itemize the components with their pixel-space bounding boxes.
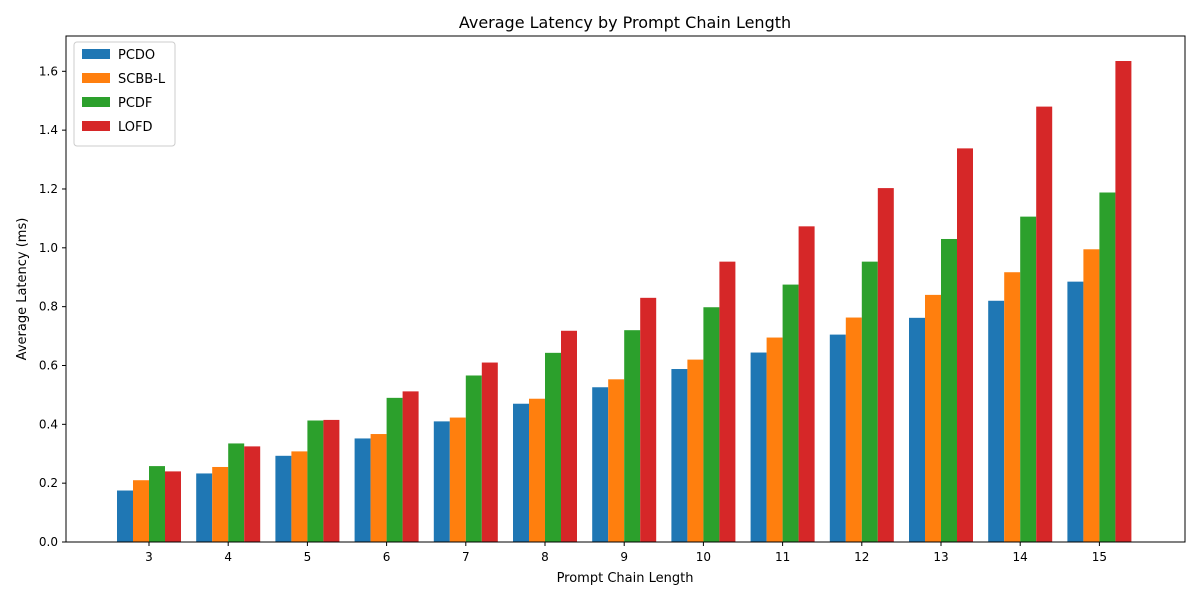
x-tick-label: 12 xyxy=(854,550,869,564)
bar xyxy=(1083,249,1100,542)
bars-layer xyxy=(117,61,1132,543)
bar xyxy=(244,446,261,542)
bar xyxy=(782,284,799,542)
bar xyxy=(1115,61,1132,543)
y-tick-label: 0.4 xyxy=(39,417,58,431)
x-tick-label: 4 xyxy=(224,550,232,564)
bar xyxy=(212,466,229,542)
bar xyxy=(1067,281,1084,542)
bar xyxy=(719,261,736,542)
bar xyxy=(291,451,308,542)
legend-label: PCDO xyxy=(118,48,155,63)
bar xyxy=(750,352,767,542)
bar xyxy=(845,317,862,542)
series-lofd xyxy=(165,61,1132,543)
bar xyxy=(561,330,577,542)
bar xyxy=(941,238,957,542)
x-tick-label: 9 xyxy=(620,550,628,564)
bar xyxy=(1099,192,1116,543)
legend-swatch xyxy=(82,121,110,131)
bar xyxy=(228,443,245,542)
bar xyxy=(165,471,181,542)
bar xyxy=(465,375,482,542)
bar xyxy=(925,294,941,542)
legend-label: LOFD xyxy=(118,120,153,135)
bar xyxy=(354,438,371,542)
bar xyxy=(149,466,165,542)
bar xyxy=(703,307,720,542)
y-axis-label: Average Latency (ms) xyxy=(15,218,30,361)
legend-label: PCDF xyxy=(118,96,152,111)
bar xyxy=(370,434,387,542)
bar xyxy=(608,379,625,542)
bar xyxy=(687,359,704,542)
x-tick-label: 6 xyxy=(383,550,391,564)
bar xyxy=(861,261,878,542)
bar xyxy=(323,419,340,542)
bar xyxy=(592,387,609,542)
y-tick-label: 0.6 xyxy=(39,358,58,372)
x-tick-label: 15 xyxy=(1092,550,1107,564)
bar xyxy=(402,391,419,542)
bar xyxy=(1036,106,1053,543)
x-tick-label: 3 xyxy=(145,550,153,564)
bar xyxy=(449,417,466,542)
x-tick-label: 5 xyxy=(304,550,312,564)
series-scbb-l xyxy=(133,249,1100,542)
x-tick-label: 7 xyxy=(462,550,470,564)
series-pcdo xyxy=(117,281,1084,542)
bar xyxy=(798,226,815,542)
bar xyxy=(307,420,324,542)
bar xyxy=(133,480,149,542)
bar xyxy=(766,337,783,542)
legend-swatch xyxy=(82,73,110,83)
bar xyxy=(513,403,529,542)
bar xyxy=(529,398,545,542)
legend-label: SCBB-L xyxy=(118,72,166,87)
x-tick-label: 10 xyxy=(696,550,711,564)
bar xyxy=(1004,272,1021,542)
plot-frame xyxy=(65,35,1186,543)
y-tick-label: 0.2 xyxy=(39,476,58,490)
bar xyxy=(545,352,561,542)
bar xyxy=(1020,216,1037,542)
y-tick-label: 1.2 xyxy=(39,182,58,196)
x-axis-label: Prompt Chain Length xyxy=(557,571,694,586)
bar xyxy=(988,300,1005,542)
bar xyxy=(481,362,498,542)
bar xyxy=(386,397,403,542)
bar xyxy=(275,455,292,542)
bar xyxy=(957,148,973,542)
y-tick-label: 1.6 xyxy=(39,64,58,78)
series-pcdf xyxy=(149,192,1116,543)
legend: PCDO SCBB-L PCDF LOFD xyxy=(73,41,176,147)
y-tick-label: 0.8 xyxy=(39,300,58,314)
bar xyxy=(877,188,894,543)
bar xyxy=(433,421,450,542)
axes-layer: 3 4 5 6 7 8 9 10 11 12 13 14 15 0.0 0.2 0.4 0.6 0.8 1.0 1.2… xyxy=(39,35,1186,564)
y-tick-label: 1.0 xyxy=(39,241,58,255)
bar xyxy=(829,334,846,542)
x-tick-label: 8 xyxy=(541,550,549,564)
x-tick-label: 13 xyxy=(933,550,948,564)
bar xyxy=(196,473,213,542)
bar xyxy=(640,297,657,542)
bar xyxy=(117,490,133,542)
legend-swatch xyxy=(82,49,110,59)
legend-box xyxy=(73,41,176,147)
bar xyxy=(909,317,925,542)
chart-title: Average Latency by Prompt Chain Length xyxy=(459,13,791,32)
bar xyxy=(624,330,641,542)
y-tick-label: 1.4 xyxy=(39,123,58,137)
bar xyxy=(671,369,688,542)
legend-swatch xyxy=(82,97,110,107)
x-tick-label: 11 xyxy=(775,550,790,564)
y-tick-label: 0.0 xyxy=(39,535,58,549)
x-tick-label: 14 xyxy=(1013,550,1028,564)
